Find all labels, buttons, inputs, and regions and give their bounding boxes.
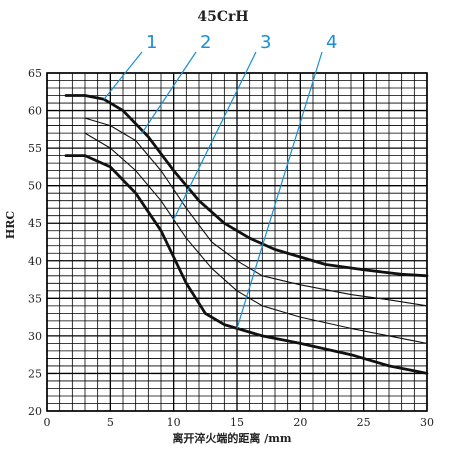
y-tick-label: 65 [28, 67, 42, 80]
x-tick-label: 10 [167, 416, 181, 429]
x-tick-label: 5 [107, 416, 114, 429]
x-axis-label: 离开淬火端的距离 /mm [172, 431, 291, 445]
plot-frame [46, 72, 428, 412]
curve-2 [84, 117, 428, 307]
x-tick-label: 15 [230, 416, 244, 429]
y-tick-labels: 20 25 30 35 40 45 50 55 60 65 [28, 67, 42, 418]
callout-leader-3 [173, 51, 257, 220]
y-axis-label: HRC [4, 211, 17, 240]
callouts: 1 2 3 4 [103, 32, 337, 329]
plot-border [46, 72, 428, 412]
y-tick-label: 40 [28, 255, 42, 268]
callout-label-2: 2 [200, 32, 211, 53]
curve-1 [64, 94, 429, 278]
curve-3 [84, 132, 428, 344]
callout-label-3: 3 [260, 32, 271, 53]
curve-4 [64, 154, 429, 375]
x-tick-label: 30 [420, 416, 434, 429]
x-tick-label: 0 [44, 416, 51, 429]
y-tick-label: 25 [28, 367, 42, 380]
x-tick-label: 25 [357, 416, 371, 429]
y-tick-label: 35 [28, 292, 42, 305]
y-tick-label: 55 [28, 142, 42, 155]
callout-leader-4 [236, 51, 323, 329]
callout-label-4: 4 [326, 32, 337, 53]
y-tick-label: 45 [28, 217, 42, 230]
callout-label-1: 1 [146, 32, 157, 53]
curves [64, 94, 429, 375]
callout-leader-1 [103, 51, 143, 100]
callout-leader-2 [141, 51, 197, 134]
y-tick-label: 20 [28, 405, 42, 418]
x-tick-label: 20 [293, 416, 307, 429]
chart-title: 45CrH [197, 9, 248, 25]
y-tick-label: 60 [28, 105, 42, 118]
y-tick-label: 50 [28, 180, 42, 193]
y-tick-label: 30 [28, 330, 42, 343]
x-tick-labels: 0 5 10 15 20 25 30 [44, 416, 435, 429]
